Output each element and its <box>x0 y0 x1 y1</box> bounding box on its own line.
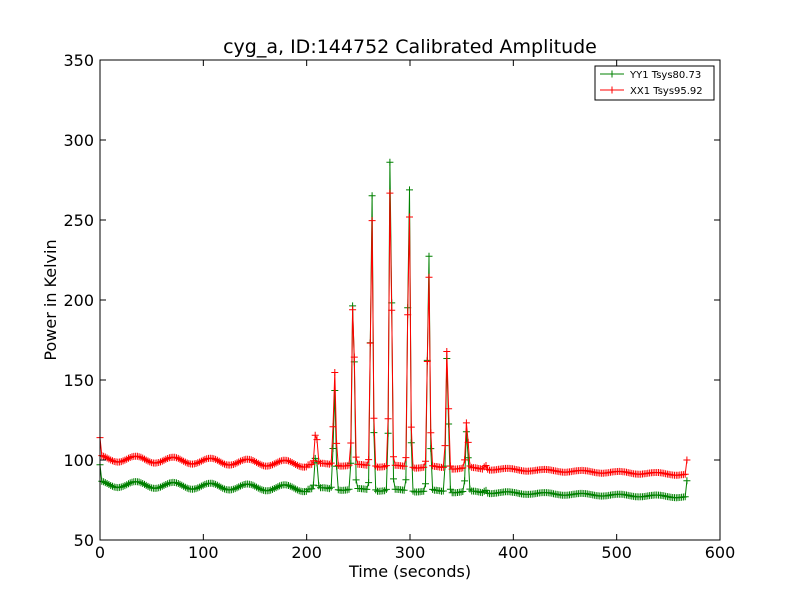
y-tick-label: 300 <box>63 131 94 150</box>
x-axis-title: Time (seconds) <box>348 562 471 581</box>
x-tick-label: 600 <box>705 543 736 562</box>
y-tick-label: 350 <box>63 51 94 70</box>
y-tick-label: 100 <box>63 451 94 470</box>
legend-box <box>594 65 715 101</box>
legend-marker <box>608 70 616 78</box>
plot-area <box>96 158 691 502</box>
x-tick-label: 400 <box>498 543 529 562</box>
legend-label: XX1 Tsys95.92 <box>630 86 703 97</box>
legend: YY1 Tsys80.73 XX1 Tsys95.92 <box>594 65 715 101</box>
x-tick-label: 500 <box>601 543 632 562</box>
x-tick-label: 200 <box>291 543 322 562</box>
y-tick-label: 50 <box>74 531 94 550</box>
x-tick-label: 100 <box>188 543 219 562</box>
y-tick-label: 250 <box>63 211 94 230</box>
legend-marker <box>608 86 616 94</box>
chart-title: cyg_a, ID:144752 Calibrated Amplitude <box>223 36 597 58</box>
y-tick-label: 150 <box>63 371 94 390</box>
y-tick-label: 200 <box>63 291 94 310</box>
y-axis-title: Power in Kelvin <box>41 239 60 360</box>
axes: 0 100 200 300 400 500 600 50 100 150 200 250 300 350 <box>63 51 735 562</box>
series-1 <box>96 189 691 479</box>
legend-label: YY1 Tsys80.73 <box>629 70 701 81</box>
x-tick-label: 0 <box>95 543 105 562</box>
x-tick-label: 300 <box>395 543 426 562</box>
